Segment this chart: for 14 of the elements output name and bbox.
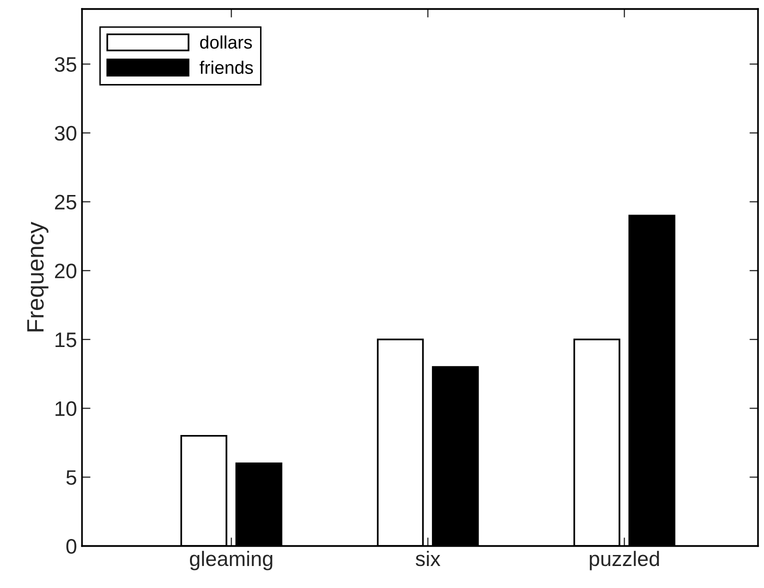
y-tick-label: 10 (56, 401, 76, 416)
y-tick-label: 25 (55, 194, 76, 210)
y-tick-label: 35 (54, 57, 76, 72)
x-tick-label: puzzled (590, 550, 659, 570)
legend-label: friends (200, 60, 253, 74)
x-tick-label: six (416, 550, 440, 566)
y-tick-label: 5 (66, 470, 76, 485)
x-tick-label: gleaming (190, 550, 272, 570)
legend-label: dollars (200, 35, 252, 49)
y-axis-title: Frequency (27, 222, 48, 332)
y-tick-label: 0 (66, 539, 76, 554)
y-tick-label: 30 (54, 126, 76, 141)
y-tick-label: 20 (55, 264, 76, 278)
y-tick-label: 15 (56, 332, 76, 348)
